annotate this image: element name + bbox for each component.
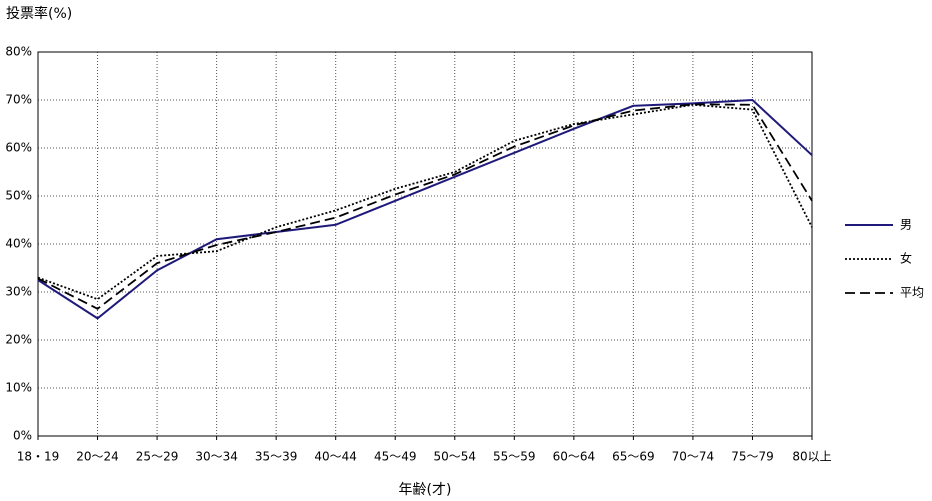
x-tick-label: 25～29 — [136, 450, 179, 464]
x-tick-label: 80以上 — [792, 450, 831, 464]
y-axis-title: 投票率(%) — [6, 5, 72, 22]
y-tick-label: 10% — [5, 381, 32, 395]
y-tick-label: 50% — [5, 189, 32, 203]
y-tick-label: 20% — [5, 333, 32, 347]
y-tick-label: 80% — [5, 45, 32, 59]
x-tick-label: 55～59 — [493, 450, 536, 464]
y-tick-label: 70% — [5, 93, 32, 107]
x-tick-label: 60～64 — [553, 450, 596, 464]
x-tick-label: 65～69 — [612, 450, 655, 464]
y-tick-label: 30% — [5, 285, 32, 299]
x-tick-label: 75～79 — [731, 450, 774, 464]
y-tick-label: 40% — [5, 237, 32, 251]
x-tick-label: 40～44 — [314, 450, 357, 464]
series-line — [37, 103, 813, 301]
x-tick-label: 30～34 — [195, 450, 238, 464]
x-tick-label: 70～74 — [672, 450, 715, 464]
x-tick-label: 45～49 — [374, 450, 417, 464]
y-tick-label: 0% — [13, 429, 32, 443]
x-tick-label: 20～24 — [76, 450, 119, 464]
legend-label: 女 — [900, 251, 912, 266]
legend-label: 男 — [900, 218, 912, 232]
x-tick-label: 18・19 — [17, 450, 60, 464]
series-line — [37, 103, 813, 310]
legend-label: 平均 — [900, 286, 924, 300]
series-line — [37, 98, 813, 320]
x-tick-label: 35～39 — [255, 450, 298, 464]
x-tick-label: 50～54 — [433, 450, 476, 464]
y-tick-label: 60% — [5, 141, 32, 155]
plot-frame — [37, 51, 813, 437]
x-axis-title: 年齢(才) — [399, 482, 452, 498]
